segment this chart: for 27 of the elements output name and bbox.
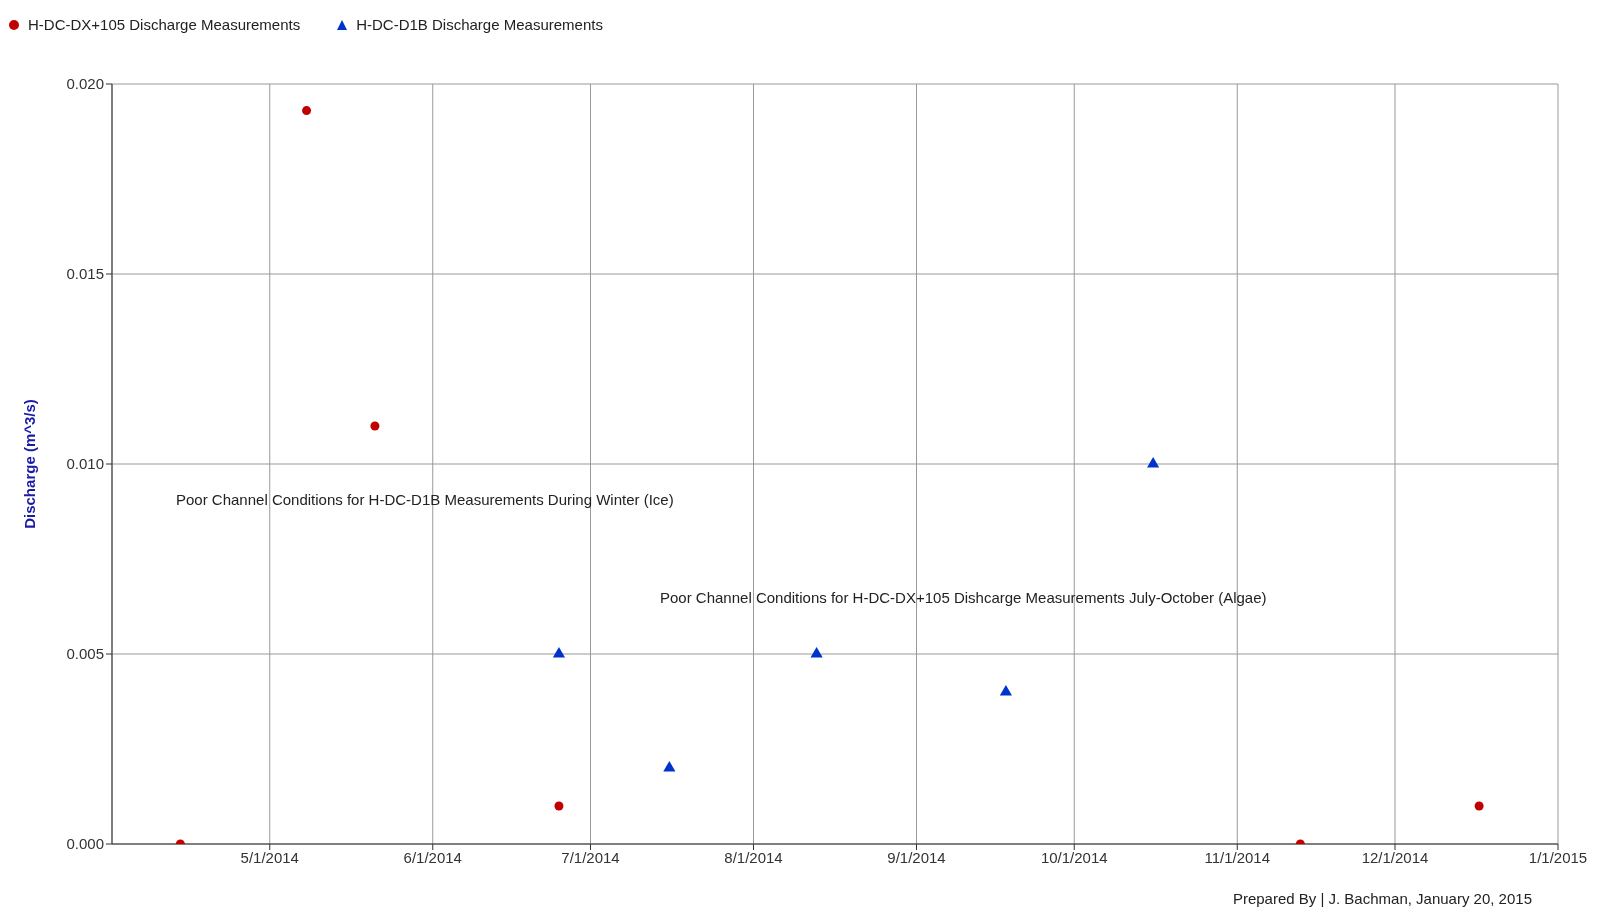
legend-label: H-DC-DX+105 Discharge Measurements — [28, 16, 301, 33]
annotation: Poor Channel Conditions for H-DC-DX+105 Dishcarge Measurements July-October (Algae) — [660, 589, 1267, 606]
point — [1147, 456, 1160, 468]
y-tick-label: 0.005 — [66, 645, 104, 663]
y-tick-label: 0.020 — [66, 75, 104, 93]
x-tick-label: 7/1/2014 — [561, 848, 620, 866]
x-tick-label: 1/1/2015 — [1528, 848, 1588, 866]
x-tick-label: 6/1/2014 — [403, 848, 462, 866]
x-tick-label: 5/1/2014 — [240, 848, 299, 866]
y-tick-label: 0.010 — [66, 455, 104, 473]
y-axis-title: Discharge (m^3/s) — [21, 399, 39, 529]
point — [999, 684, 1012, 696]
y-tick-label: 0.015 — [66, 265, 104, 283]
annotation: Poor Channel Conditions for H-DC-D1B Measurements During Winter (Ice) — [176, 491, 674, 508]
legend-label: H-DC-D1B Discharge Measurements — [356, 16, 603, 33]
point — [552, 646, 566, 658]
x-tick-label: 10/1/2014 — [1040, 848, 1108, 866]
point — [302, 106, 312, 116]
x-tick-label: 11/1/2014 — [1204, 848, 1271, 866]
point — [370, 421, 380, 431]
y-tick-label: 0.000 — [66, 835, 104, 853]
point — [663, 760, 676, 772]
text: Prepared By | J. Bachman, January 20, 2015 — [1232, 890, 1532, 907]
x-tick-label: 9/1/2014 — [887, 848, 946, 866]
point — [810, 646, 823, 658]
x-tick-label: 12/1/2014 — [1361, 848, 1429, 866]
x-tick-label: 8/1/2014 — [724, 848, 783, 866]
